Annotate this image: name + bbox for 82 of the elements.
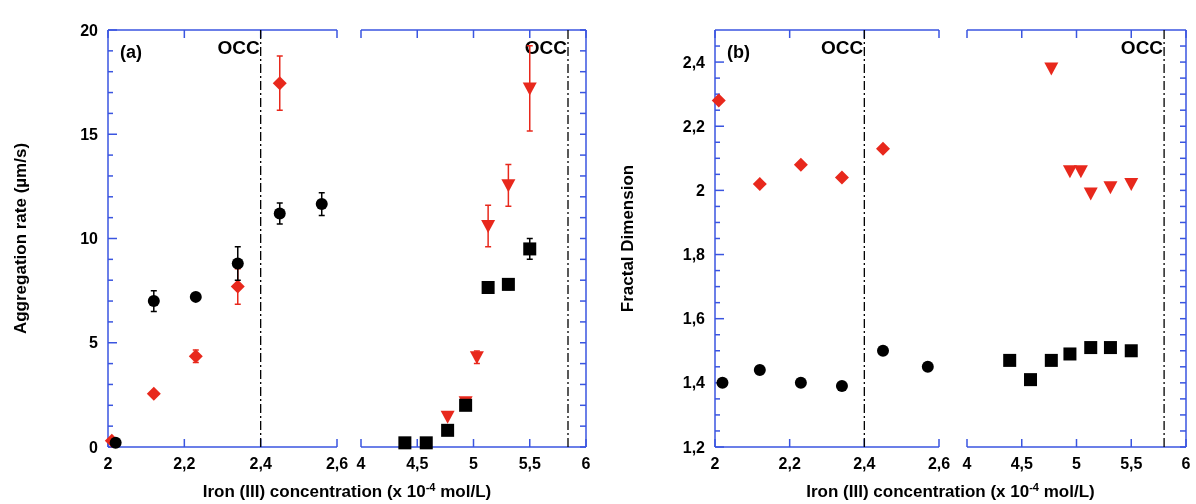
x-tick-label: 6 xyxy=(581,455,591,472)
x-tick-label: 4,5 xyxy=(406,455,429,472)
y-tick-label: 15 xyxy=(80,125,99,143)
y-tick-label: 10 xyxy=(80,230,99,248)
x-tick-label: 5 xyxy=(469,455,479,472)
ref-line-label: OCC xyxy=(524,37,568,58)
point xyxy=(794,376,807,389)
point xyxy=(834,170,849,185)
point xyxy=(440,410,455,424)
x-tick-label: 5 xyxy=(1072,455,1082,472)
ref-line-label: OCC xyxy=(821,37,864,58)
point xyxy=(1124,344,1138,358)
x-tick-label: 2,6 xyxy=(927,455,951,472)
point xyxy=(469,351,484,365)
x-tick-label: 2,2 xyxy=(778,455,801,472)
x-tick-label: 2 xyxy=(103,455,113,472)
point xyxy=(835,380,848,393)
point xyxy=(793,157,808,172)
point xyxy=(398,436,412,450)
point xyxy=(1073,165,1088,179)
point xyxy=(877,344,889,357)
point xyxy=(522,82,537,96)
point xyxy=(441,423,455,437)
point xyxy=(1103,341,1117,355)
x-tick-label: 4 xyxy=(356,455,366,472)
point xyxy=(1084,341,1098,355)
point xyxy=(501,179,516,193)
point xyxy=(1044,353,1058,367)
point xyxy=(1044,62,1059,76)
point xyxy=(753,364,766,377)
point xyxy=(1024,373,1038,387)
x-tick-label: 5,5 xyxy=(1120,455,1143,472)
point xyxy=(921,360,934,373)
x-tick-label: 2,2 xyxy=(173,455,196,472)
y-tick-label: 5 xyxy=(89,334,99,352)
point xyxy=(523,242,537,256)
point xyxy=(230,279,245,294)
point xyxy=(315,198,328,211)
point xyxy=(876,141,890,156)
ref-line-label: OCC xyxy=(217,37,260,58)
y-axis-title: Aggregation rate (µm/s) xyxy=(11,142,30,335)
ref-line-label: OCC xyxy=(1120,37,1164,58)
x-tick-label: 4,5 xyxy=(1010,455,1033,472)
y-tick-label: 1,6 xyxy=(682,310,706,328)
point xyxy=(189,290,202,303)
x-tick-label: 2 xyxy=(710,455,720,472)
point xyxy=(1063,347,1077,361)
y-tick-label: 20 xyxy=(80,21,99,39)
point xyxy=(1124,177,1139,191)
y-tick-label: 2,2 xyxy=(682,117,706,135)
x-axis-title: Iron (III) concentration (x 10$^{-4}$ mol/L) xyxy=(806,481,1095,501)
point xyxy=(1083,187,1098,201)
x-tick-label: 5,5 xyxy=(518,455,541,472)
point xyxy=(419,436,433,450)
x-tick-label: 4 xyxy=(962,455,972,472)
y-tick-label: 0 xyxy=(89,438,99,456)
point xyxy=(1103,181,1118,195)
point xyxy=(147,295,160,308)
x-tick-label: 2,6 xyxy=(325,455,349,472)
y-axis-title: Fractal Dimension xyxy=(618,164,637,313)
point xyxy=(231,257,244,270)
point xyxy=(146,386,161,401)
point xyxy=(188,349,203,364)
point xyxy=(752,176,767,191)
point xyxy=(711,93,726,108)
y-tick-label: 1,4 xyxy=(682,374,706,392)
point xyxy=(1003,353,1017,367)
y-tick-label: 2,4 xyxy=(682,53,706,71)
x-tick-label: 2,4 xyxy=(249,455,272,472)
y-tick-label: 1,2 xyxy=(682,438,706,456)
x-tick-label: 6 xyxy=(1181,455,1191,472)
point xyxy=(273,207,286,220)
point xyxy=(272,76,287,91)
x-axis-title: Iron (III) concentration (x 10$^{-4}$ mol/L) xyxy=(202,481,492,501)
y-tick-label: 2 xyxy=(696,181,706,199)
point xyxy=(481,219,496,233)
text: (b) xyxy=(727,42,750,62)
point xyxy=(1062,165,1077,179)
point xyxy=(716,376,729,389)
text: (a) xyxy=(120,42,142,62)
y-tick-label: 1,8 xyxy=(682,246,706,264)
x-tick-label: 2,4 xyxy=(853,455,876,472)
